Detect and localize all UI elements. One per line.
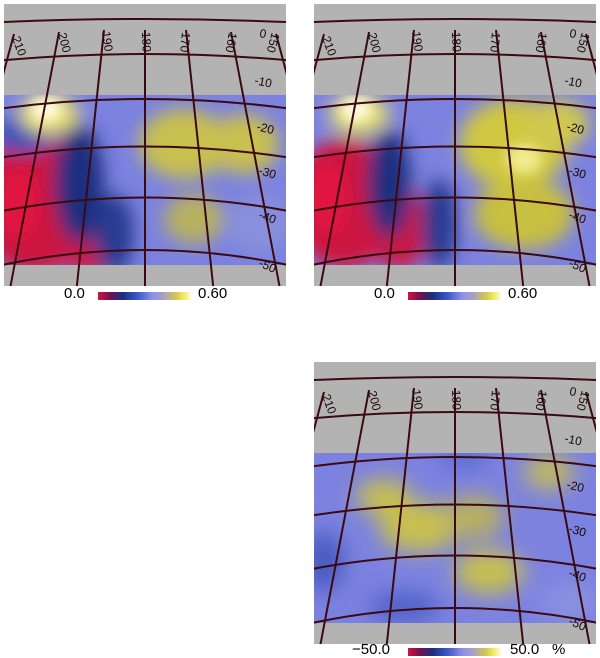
dec-label: -30	[567, 521, 588, 539]
colorbar-ramp	[408, 648, 501, 656]
ra-label: 190	[409, 388, 426, 410]
dec-label: -50	[567, 256, 589, 276]
dec-label: -30	[257, 163, 278, 181]
ra-label: 180	[449, 32, 464, 53]
dec-labels: 0 -10 -20 -30 -40 -50	[563, 384, 588, 634]
colorbar-ramp	[408, 292, 501, 300]
dec-label: -30	[567, 163, 588, 181]
ra-label: 150	[574, 31, 593, 54]
ra-label: 190	[99, 30, 116, 52]
map-panel-bottom-right: 210 200 190 180 170 160 150 0 -10 -20 -3…	[314, 362, 596, 644]
colorbar-max-label: 50.0	[510, 641, 540, 658]
sky-map-top-right: 210 200 190 180 170 160 150 0 -10 -20 -3…	[314, 4, 596, 286]
colorbar-min-label: −50.0	[352, 641, 390, 658]
ra-labels: 210 200 190 180 170 160 150	[9, 30, 282, 58]
sky-map-bottom-right: 210 200 190 180 170 160 150 0 -10 -20 -3…	[314, 362, 596, 644]
dec-label: -20	[565, 477, 586, 495]
ra-label: 150	[574, 389, 593, 412]
map-panel-top-left: 210 200 190 180 170 160 150 0 -10 -20 -3…	[4, 4, 286, 286]
sky-map-top-left: 210 200 190 180 170 160 150 0 -10 -20 -3…	[4, 4, 286, 286]
colorbar-min-label: 0.0	[64, 285, 85, 302]
coordinate-grid	[314, 376, 596, 644]
ra-label: 180	[449, 390, 464, 411]
dec-label: 0	[258, 26, 267, 41]
ra-labels: 210 200 190 180 170 160 150	[319, 30, 592, 58]
dec-labels: 0 -10 -20 -30 -40 -50	[253, 26, 278, 276]
colorbar-top-right: 0.0 0.60	[374, 285, 574, 302]
ra-label: 170	[487, 32, 503, 53]
dec-label: -10	[253, 73, 273, 90]
colorbar-ramp	[98, 292, 191, 300]
colorbar-unit-label: %	[552, 641, 566, 658]
ra-label: 210	[9, 34, 29, 58]
colorbar-min-label: 0.0	[374, 285, 395, 302]
ra-label: 200	[55, 31, 74, 54]
map-panel-top-right: 210 200 190 180 170 160 150 0 -10 -20 -3…	[314, 4, 596, 286]
ra-label: 210	[319, 392, 339, 416]
ra-label: 200	[365, 389, 384, 412]
ra-label: 190	[409, 30, 426, 52]
dec-label: -50	[567, 614, 589, 634]
dec-labels: 0 -10 -20 -30 -40 -50	[563, 26, 588, 276]
dec-label: -40	[567, 566, 588, 585]
coordinate-grid	[314, 18, 596, 286]
colorbar-max-label: 0.60	[508, 285, 538, 302]
colorbar-max-label: 0.60	[198, 285, 228, 302]
ra-label: 210	[319, 34, 339, 58]
dec-label: -40	[567, 208, 588, 227]
ra-label: 150	[264, 31, 283, 54]
ra-label: 160	[223, 31, 240, 53]
ra-labels: 210 200 190 180 170 160 150	[319, 388, 592, 416]
coordinate-grid	[4, 18, 286, 286]
ra-label: 160	[533, 31, 550, 53]
dec-label: -10	[563, 431, 583, 448]
ra-label: 170	[177, 32, 193, 53]
dec-label: -40	[257, 208, 278, 227]
ra-label: 170	[487, 390, 503, 411]
dec-label: -50	[257, 256, 279, 276]
dec-label: 0	[568, 384, 577, 399]
dec-label: -20	[255, 119, 276, 137]
dec-label: 0	[568, 26, 577, 41]
ra-label: 200	[365, 31, 384, 54]
dec-label: -10	[563, 73, 583, 90]
dec-label: -20	[565, 119, 586, 137]
colorbar-top-left: 0.0 0.60	[64, 285, 264, 302]
colorbar-bottom-right: −50.0 50.0 %	[352, 641, 592, 658]
ra-label: 160	[533, 389, 550, 411]
ra-label: 180	[139, 32, 154, 53]
